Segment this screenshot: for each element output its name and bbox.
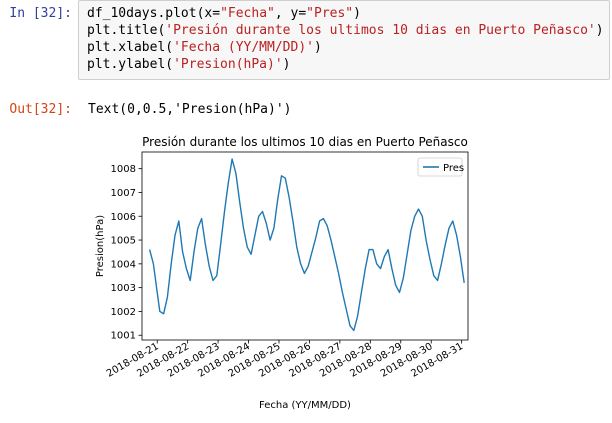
y-tick-label: 1003 [111, 283, 136, 294]
y-tick-label: 1007 [111, 188, 136, 199]
code-string: 'Fecha (YY/MM/DD)' [173, 40, 314, 55]
code-token: ) [282, 57, 291, 72]
code-token: , y= [274, 6, 307, 21]
y-tick-label: 1004 [111, 259, 136, 270]
y-tick-label: 1008 [111, 164, 136, 175]
y-axis-label: Presion(hPa) [95, 215, 106, 277]
code-token: plt.ylabel( [87, 57, 174, 72]
code-token: df_10days.plot(x= [87, 6, 221, 21]
code-token: plt.xlabel( [87, 40, 174, 55]
code-string: 'Presión durante los ultimos 10 dias en … [165, 23, 596, 38]
output-text: Text(0,0.5,'Presion(hPa)') [88, 102, 292, 117]
code-string: 'Presion(hPa)' [173, 57, 283, 72]
code-cell[interactable]: df_10days.plot(x="Fecha", y="Pres") plt.t… [78, 0, 610, 80]
code-token: ) [353, 6, 361, 21]
y-tick-label: 1001 [111, 331, 136, 342]
output-prompt: Out[32]: [9, 102, 72, 117]
y-tick-label: 1006 [111, 212, 136, 223]
code-token: ) [313, 40, 322, 55]
code-token: plt.title( [87, 23, 166, 38]
x-axis-label: Fecha (YY/MM/DD) [259, 400, 351, 411]
legend-box [417, 157, 463, 177]
code-token: ) [595, 23, 604, 38]
code-line: df_10days.plot(x="Fecha", y="Pres") [87, 5, 601, 22]
y-tick-label: 1005 [111, 236, 136, 247]
code-string: "Fecha" [220, 6, 275, 21]
series-line-pres [148, 158, 465, 332]
input-prompt: In [32]: [9, 6, 72, 21]
legend-label: Pres [443, 163, 464, 174]
chart-title: Presión durante los ultimos 10 dias en P… [142, 135, 468, 149]
code-string: "Pres" [306, 6, 354, 21]
pressure-chart: Presión durante los ultimos 10 dias en P… [95, 135, 469, 411]
code-line: plt.ylabel('Presion(hPa)') [87, 56, 601, 73]
code-line: plt.xlabel('Fecha (YY/MM/DD)') [87, 39, 601, 56]
plot-frame [141, 151, 469, 341]
y-tick-label: 1002 [111, 307, 136, 318]
code-line: plt.title('Presión durante los ultimos 1… [87, 22, 604, 39]
